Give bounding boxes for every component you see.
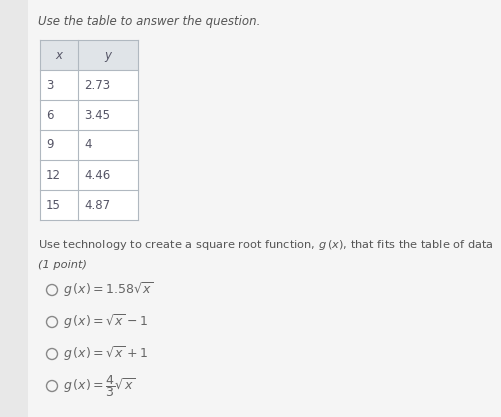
Text: $g\,(x) = \sqrt{x} - 1$: $g\,(x) = \sqrt{x} - 1$ <box>64 313 148 332</box>
Bar <box>40 40 138 220</box>
Text: 15: 15 <box>46 198 61 211</box>
Text: (1 point): (1 point) <box>38 260 87 270</box>
Text: 3.45: 3.45 <box>84 108 110 121</box>
Text: 4: 4 <box>84 138 92 151</box>
Text: 2.73: 2.73 <box>84 78 110 91</box>
Text: 6: 6 <box>46 108 54 121</box>
Text: $g\,(x) = 1.58\sqrt{x}$: $g\,(x) = 1.58\sqrt{x}$ <box>64 281 154 299</box>
Text: 4.46: 4.46 <box>84 168 110 181</box>
Text: Use technology to create a square root function, $g\,(x)$, that fits the table o: Use technology to create a square root f… <box>38 238 494 252</box>
Text: 9: 9 <box>46 138 54 151</box>
Text: 12: 12 <box>46 168 61 181</box>
Text: $g\,(x) = \dfrac{4}{3}\sqrt{x}$: $g\,(x) = \dfrac{4}{3}\sqrt{x}$ <box>64 373 136 399</box>
Text: y: y <box>105 48 112 61</box>
Text: x: x <box>56 48 63 61</box>
Bar <box>40 40 138 70</box>
Text: 3: 3 <box>46 78 54 91</box>
Text: $g\,(x) = \sqrt{x} + 1$: $g\,(x) = \sqrt{x} + 1$ <box>64 344 148 363</box>
Text: Use the table to answer the question.: Use the table to answer the question. <box>38 15 261 28</box>
Text: 4.87: 4.87 <box>84 198 110 211</box>
